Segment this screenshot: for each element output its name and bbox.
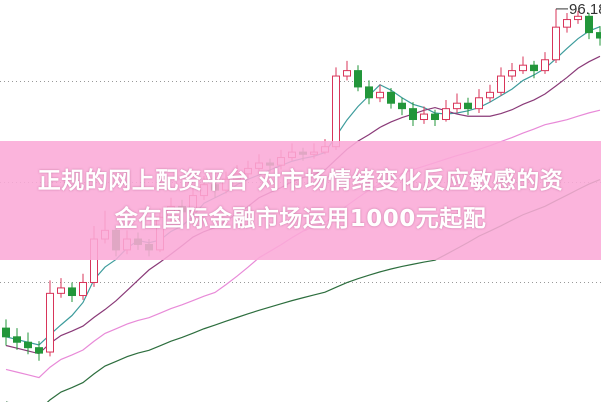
candle-down — [354, 65, 362, 92]
candle-body — [68, 287, 76, 297]
banner-title: 正规的网上配资平台 对市场情绪变化反应敏感的资 金在国际金融市场运用1000元起… — [0, 162, 601, 238]
candle-body — [585, 15, 593, 34]
candle-body — [541, 59, 549, 72]
candle-body — [409, 108, 417, 121]
candle-body — [563, 19, 571, 28]
candle-body — [530, 64, 538, 72]
candle-body — [475, 97, 483, 110]
candle-body — [398, 102, 406, 110]
candle-body — [57, 287, 65, 294]
candle-up — [343, 60, 351, 81]
candle-up — [57, 278, 65, 298]
candle-down — [530, 60, 538, 79]
candle-body — [79, 281, 87, 297]
candle-body — [519, 64, 527, 72]
banner-title-line2: 金在国际金融市场运用1000元起配 — [114, 206, 487, 232]
candle-body — [354, 70, 362, 88]
candle-body — [365, 86, 373, 99]
title-banner — [0, 141, 601, 260]
candle-down — [365, 80, 373, 105]
candle-down — [398, 97, 406, 116]
candle-up — [508, 63, 516, 81]
candle-up — [442, 99, 450, 122]
max-price-label: 96.18 — [569, 1, 601, 18]
candle-body — [552, 26, 560, 61]
candle-up — [519, 56, 527, 74]
candle-down — [24, 332, 32, 355]
candle-body — [464, 102, 472, 110]
candle-body — [376, 91, 384, 99]
candle-up — [563, 13, 571, 33]
candle-up — [541, 52, 549, 74]
candle-body — [46, 292, 54, 353]
candle-down — [13, 328, 21, 350]
candle-up — [420, 106, 428, 124]
candle-down — [585, 13, 593, 40]
candle-up — [79, 273, 87, 300]
candle-down — [409, 102, 417, 127]
banner-title-line1: 正规的网上配资平台 对市场情绪变化反应敏感的资 — [37, 168, 564, 194]
max-price-marker: 96.18 — [556, 1, 601, 18]
candle-up — [376, 84, 384, 103]
candle-body — [2, 327, 10, 338]
candle-body — [24, 341, 32, 349]
candles — [2, 8, 601, 361]
candle-body — [332, 75, 340, 148]
candle-body — [453, 102, 461, 110]
candle-down — [2, 319, 10, 346]
candle-down — [387, 88, 395, 109]
candle-up — [574, 10, 582, 24]
candle-body — [387, 91, 395, 104]
candle-down — [464, 97, 472, 116]
candle-up — [497, 67, 505, 96]
candle-down — [35, 341, 43, 361]
candle-body — [35, 347, 43, 354]
candle-body — [431, 113, 439, 121]
candle-up — [332, 67, 340, 150]
candle-body — [574, 15, 582, 21]
candle-body — [596, 32, 601, 39]
candle-up — [46, 280, 54, 357]
candle-down — [68, 282, 76, 303]
candle-body — [497, 75, 505, 93]
candle-down — [596, 26, 601, 46]
candle-up — [486, 84, 494, 103]
candle-body — [13, 336, 21, 343]
candle-body — [486, 91, 494, 99]
candle-down — [431, 109, 439, 127]
candle-up — [552, 8, 560, 64]
candle-up — [453, 93, 461, 113]
candle-body — [343, 70, 351, 77]
candle-body — [442, 108, 450, 121]
candle-body — [420, 113, 428, 121]
candle-up — [475, 89, 483, 113]
candle-body — [508, 70, 516, 77]
